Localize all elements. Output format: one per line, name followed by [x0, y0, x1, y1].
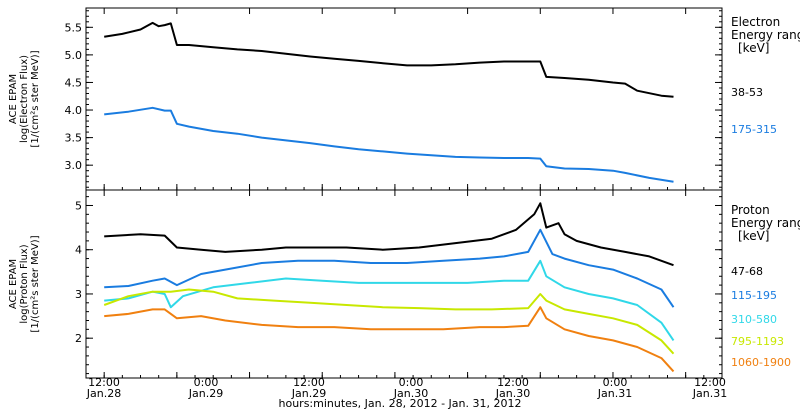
y-tick-label: 4.5: [65, 76, 83, 89]
x-tick-label-date: Jan.30: [495, 387, 530, 400]
series-line-47-68: [104, 202, 674, 267]
y-tick-label: 2: [75, 332, 82, 345]
legend-title-line: Energy ranges: [731, 28, 800, 42]
x-tick-label-time: 0:00: [399, 376, 424, 389]
electron-flux-panel: 3.0 3.5 4.0 4.5 5.0 5.5 ACE EPAM log(Electron F…: [8, 7, 800, 191]
time-axis: 12:00Jan.280:00Jan.2912:00Jan.290:00Jan.…: [86, 376, 727, 400]
legend-entry: 47-68: [731, 265, 763, 278]
legend-title-line: Energy ranges: [731, 216, 800, 230]
series-line-175-315: [104, 106, 674, 183]
y-axis-label-line: ACE EPAM: [8, 74, 19, 124]
legend-entry: 115-195: [731, 289, 777, 302]
legend-title-line: Electron: [731, 15, 780, 29]
x-tick-label-time: 12:00: [694, 376, 726, 389]
x-tick-label-date: Jan.28: [86, 387, 121, 400]
y-axis-label-line: log(Electron Flux): [19, 55, 30, 143]
series-line-38-53: [104, 21, 674, 98]
legend-title-line: [keV]: [738, 229, 769, 243]
x-tick-label-date: Jan.29: [291, 387, 326, 400]
series-line-795-1193: [103, 288, 675, 355]
x-tick-label-time: 0:00: [603, 376, 628, 389]
legend-title-line: Proton: [731, 203, 770, 217]
y-tick-label: 4: [75, 244, 82, 257]
y-tick-label: 5.5: [65, 21, 83, 34]
x-tick-label-time: 12:00: [293, 376, 325, 389]
series-line-115-195: [104, 228, 675, 308]
legend-entry: 175-315: [731, 123, 777, 136]
series-line-1060-1900: [104, 306, 675, 373]
y-tick-label: 3.0: [65, 159, 83, 172]
proton-flux-panel: 2 3 4 5 ACE EPAM log(Proton Flux) [1/(cm²s ste…: [8, 189, 800, 379]
legend-entry: 1060-1900: [731, 356, 791, 369]
x-tick-label-time: 0:00: [194, 376, 219, 389]
plot-frame: [85, 7, 723, 191]
y-tick-label: 5.0: [65, 49, 83, 62]
x-tick-label-date: Jan.31: [597, 387, 632, 400]
x-tick-label-date: Jan.30: [393, 387, 428, 400]
x-tick-label-time: 12:00: [88, 376, 120, 389]
series-line-310-580: [104, 259, 675, 341]
y-axis-label-line: [1/(cm²s ster MeV)]: [30, 235, 41, 332]
y-axis-label-line: [1/(cm²s ster MeV)]: [30, 50, 41, 147]
legend-entry: 38-53: [731, 86, 763, 99]
y-tick-label: 4.0: [65, 104, 83, 117]
y-tick-label: 3.5: [65, 132, 83, 145]
legend-entry: 310-580: [731, 313, 777, 326]
x-tick-label-date: Jan.29: [188, 387, 223, 400]
legend-title-line: [keV]: [738, 41, 769, 55]
y-tick-label: 5: [75, 199, 82, 212]
x-tick-label-date: Jan.31: [692, 387, 727, 400]
legend-entry: 795-1193: [731, 335, 784, 348]
x-axis-label: hours:minutes, Jan. 28, 2012 - Jan. 31, …: [279, 397, 522, 410]
y-axis-label-line: ACE EPAM: [8, 259, 19, 309]
plot-frame: [85, 189, 723, 379]
y-tick-label: 3: [75, 288, 82, 301]
y-axis-label-line: log(Proton Flux): [19, 244, 30, 323]
x-tick-label-time: 12:00: [497, 376, 529, 389]
